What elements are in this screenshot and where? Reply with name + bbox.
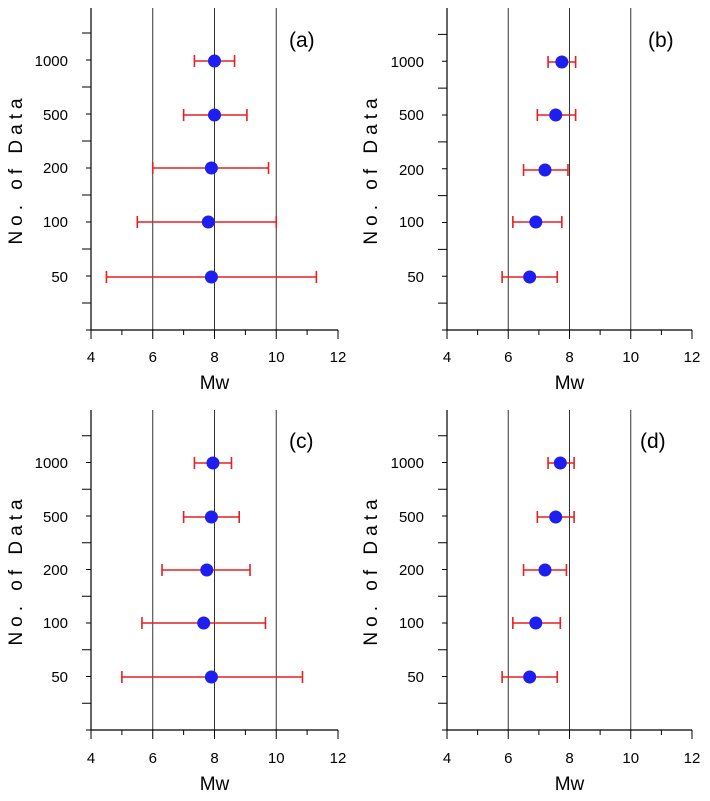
x-tick-label: 12 — [684, 750, 701, 767]
panel-d: 4 6 8 10 12 50 100 200 500 1000 Mw No. of Data (d) — [361, 410, 700, 795]
y-tick-label: 50 — [407, 669, 424, 686]
data-point — [206, 456, 220, 470]
x-tick-label: 4 — [87, 349, 95, 366]
y-tick-label: 500 — [399, 509, 424, 526]
x-tick-label: 10 — [268, 349, 285, 366]
data-point — [529, 215, 543, 229]
data-point — [204, 161, 218, 175]
data-point — [549, 510, 563, 524]
data-point — [201, 215, 215, 229]
y-tick-label: 100 — [43, 615, 68, 632]
data-point — [555, 55, 569, 69]
y-tick-label: 200 — [399, 562, 424, 579]
panel-a: 4 6 8 10 12 50 100 200 500 1000 Mw No. of Data (a) — [6, 8, 346, 394]
panel-label: (b) — [648, 29, 674, 52]
panel-c: 4 6 8 10 12 50 100 200 500 1000 Mw No. of Data (c) — [6, 410, 346, 795]
panel-label: (a) — [289, 29, 315, 52]
y-tick-label: 50 — [407, 269, 424, 286]
data-point — [553, 456, 567, 470]
data-point — [523, 670, 537, 684]
x-axis-title: Mw — [555, 774, 585, 795]
y-tick-label: 200 — [399, 162, 424, 179]
y-tick-label: 200 — [43, 562, 68, 579]
y-tick-label: 500 — [399, 107, 424, 124]
y-tick-label: 100 — [399, 214, 424, 231]
data-point — [208, 54, 221, 68]
data-point — [529, 616, 543, 630]
x-tick-label: 10 — [268, 750, 285, 767]
y-axis-title: No. of Data — [6, 494, 27, 645]
y-tick-label: 50 — [51, 669, 68, 686]
y-tick-label: 200 — [43, 160, 68, 177]
x-axis-title: Mw — [555, 373, 585, 394]
x-tick-label: 8 — [565, 349, 573, 366]
x-tick-label: 4 — [443, 349, 451, 366]
x-tick-label: 6 — [504, 750, 512, 767]
y-tick-label: 500 — [43, 509, 68, 526]
y-tick-label: 50 — [51, 269, 68, 286]
y-tick-label: 1000 — [35, 455, 68, 472]
data-point — [523, 270, 537, 284]
x-tick-label: 12 — [684, 349, 701, 366]
x-tick-label: 6 — [149, 750, 157, 767]
x-tick-label: 10 — [622, 349, 639, 366]
data-point — [204, 670, 218, 684]
x-tick-label: 4 — [443, 750, 451, 767]
y-axis-title: No. of Data — [361, 93, 382, 244]
data-point — [208, 108, 221, 122]
data-point — [204, 510, 218, 524]
panel-label: (d) — [640, 430, 666, 453]
y-tick-label: 500 — [43, 107, 68, 124]
data-point — [200, 563, 214, 577]
y-tick-label: 1000 — [391, 54, 424, 71]
y-tick-label: 1000 — [35, 53, 68, 70]
data-point — [204, 270, 218, 284]
data-point — [538, 563, 552, 577]
y-tick-label: 100 — [43, 214, 68, 231]
x-tick-label: 6 — [504, 349, 512, 366]
x-tick-label: 8 — [565, 750, 573, 767]
x-tick-label: 4 — [87, 750, 95, 767]
data-point — [549, 108, 563, 122]
x-axis-title: Mw — [200, 373, 230, 394]
x-axis-title: Mw — [200, 774, 230, 795]
y-axis-title: No. of Data — [361, 494, 382, 645]
data-point — [197, 616, 211, 630]
panel-label: (c) — [289, 430, 314, 453]
x-tick-label: 8 — [210, 349, 218, 366]
y-axis-title: No. of Data — [6, 93, 27, 244]
x-tick-label: 10 — [622, 750, 639, 767]
y-tick-label: 100 — [399, 615, 424, 632]
panel-b: 4 6 8 10 12 50 100 200 500 1000 Mw No. of Data (b) — [361, 8, 700, 394]
y-tick-label: 1000 — [391, 455, 424, 472]
x-tick-label: 12 — [330, 750, 347, 767]
data-point — [538, 163, 552, 177]
x-tick-label: 12 — [330, 349, 347, 366]
x-tick-label: 6 — [149, 349, 157, 366]
x-tick-label: 8 — [210, 750, 218, 767]
